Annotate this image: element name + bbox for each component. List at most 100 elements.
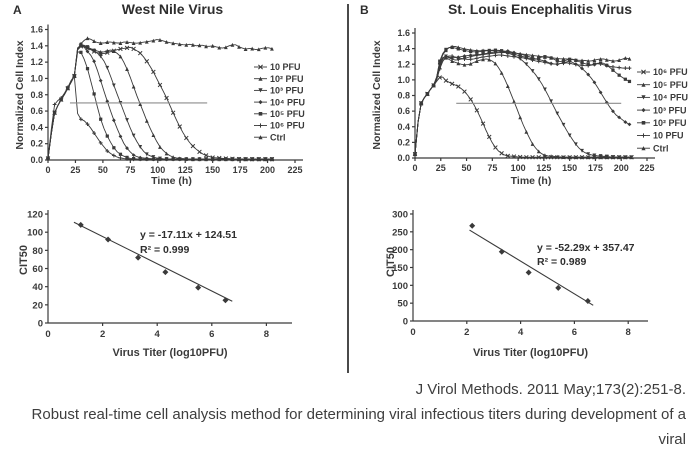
series-10⁶ PFU [412,75,634,160]
svg-text:1.0: 1.0 [30,73,43,83]
legend-item: 10⁶ PFU [637,67,688,77]
svg-text:150: 150 [392,263,408,274]
legend-item: 10⁵ PFU [637,80,688,90]
svg-text:200: 200 [392,245,408,256]
svg-text:175: 175 [233,165,248,175]
svg-text:225: 225 [287,165,302,175]
svg-text:0.0: 0.0 [30,155,43,165]
svg-text:0: 0 [45,165,50,175]
svg-text:120: 120 [27,210,43,221]
svg-text:200: 200 [614,163,629,173]
svg-text:10 PFU: 10 PFU [653,131,684,141]
legend-item: 10³ PFU [637,105,687,115]
scatter-a: CIT50 0 2 4 6 8 0 20 40 60 80 100 120 y = -17.11x +… [0,195,345,375]
svg-text:1.6: 1.6 [397,28,410,38]
svg-text:1.2: 1.2 [30,57,43,67]
legend-item: 10² PFU [254,74,304,84]
svg-text:2: 2 [100,329,105,340]
panel-a: A West Nile Virus Normalized Cell Index … [0,0,345,192]
data-points [469,222,591,305]
svg-text:300: 300 [392,209,408,220]
svg-text:8: 8 [264,329,269,340]
series-10² PFU [413,45,632,156]
svg-text:1.6: 1.6 [30,25,43,35]
citation-journal: J Virol Methods. 2011 May;173(2):251-8. [415,381,686,398]
panel-a-label: A [13,3,22,17]
legend-item: 10 PFU [254,62,301,72]
scatter-a-equation: y = -17.11x + 124.51 [140,229,237,241]
legend-item: 10 PFU [637,131,684,141]
legend-item: Ctrl [637,143,669,153]
series-10⁴ PFU [46,43,274,162]
svg-text:100: 100 [150,165,165,175]
legend-item: 10³ PFU [254,86,304,96]
svg-text:150: 150 [562,163,577,173]
legend-item: 10² PFU [637,118,687,128]
svg-text:25: 25 [436,163,446,173]
panel-b-title: St. Louis Encephalitis Virus [447,1,633,17]
data-points [77,221,229,304]
svg-text:125: 125 [178,165,193,175]
scatter-b-equation: y = -52.29x + 357.47 [537,242,635,254]
svg-text:10³ PFU: 10³ PFU [270,86,304,96]
scatter-b-plot: 0 2 4 6 8 0 50 100 150 200 250 300 [392,209,648,338]
svg-text:1.2: 1.2 [397,59,410,69]
panel-divider [347,4,349,373]
svg-text:200: 200 [260,165,275,175]
svg-text:100: 100 [392,281,408,292]
svg-text:10⁴ PFU: 10⁴ PFU [270,97,305,107]
panel-a-plot: 0 25 50 75 100 125 150 175 200 225 0.0 0.2 0.4 0.6 0.8… [30,24,305,175]
svg-text:40: 40 [32,282,43,293]
series-10⁵ PFU [46,50,274,161]
panel-b-xlabel: Time (h) [510,175,552,187]
series-10³ PFU [46,42,274,162]
svg-text:10² PFU: 10² PFU [270,74,304,84]
svg-text:10⁴ PFU: 10⁴ PFU [653,93,688,103]
svg-text:0: 0 [45,329,50,340]
svg-text:75: 75 [487,163,497,173]
svg-text:0: 0 [38,319,43,330]
svg-text:150: 150 [205,165,220,175]
citation-title-line1: Robust real-time cell analysis method fo… [31,406,686,448]
svg-text:1.4: 1.4 [30,41,43,51]
svg-text:10⁶ PFU: 10⁶ PFU [270,121,305,131]
svg-text:4: 4 [155,329,161,340]
legend-item: 10⁶ PFU [254,121,305,131]
panel-b-label: B [360,3,369,17]
legend-item: 10⁵ PFU [254,109,305,119]
citation-block: J Virol Methods. 2011 May;173(2):251-8. … [0,377,686,456]
svg-text:0.6: 0.6 [30,106,43,116]
svg-text:0.2: 0.2 [397,137,410,147]
svg-text:10⁵ PFU: 10⁵ PFU [270,109,305,119]
svg-text:6: 6 [209,329,214,340]
svg-text:Ctrl: Ctrl [270,132,286,142]
svg-text:2: 2 [464,327,469,338]
legend-item: 10⁴ PFU [637,93,688,103]
scatter-b-r-squared: R² = 0.989 [537,256,587,268]
svg-text:8: 8 [626,327,631,338]
svg-text:10⁵ PFU: 10⁵ PFU [653,80,688,90]
svg-text:0: 0 [412,163,417,173]
series-Ctrl [46,36,274,161]
panel-a-title: West Nile Virus [121,1,224,17]
svg-text:50: 50 [462,163,472,173]
trendline [73,221,233,302]
series-10⁵ PFU [413,55,634,160]
svg-text:0.8: 0.8 [30,90,43,100]
svg-text:0.8: 0.8 [397,91,410,101]
panel-b: B St. Louis Encephalitis Virus Normalize… [350,0,700,192]
panel-b-plot: 0 25 50 75 100 125 150 175 200 225 0.0 0.2 0.4 0.6 0.8… [397,28,688,173]
svg-text:60: 60 [32,264,43,275]
svg-text:10² PFU: 10² PFU [653,118,687,128]
scatter-a-r-squared: R² = 0.999 [140,244,190,256]
citation-title-line2: vaccine production process [0,452,686,456]
svg-text:0.4: 0.4 [397,122,410,132]
svg-text:20: 20 [32,300,43,311]
series-10⁴ PFU [413,50,634,160]
axes [412,28,655,161]
svg-text:225: 225 [639,163,654,173]
svg-text:10 PFU: 10 PFU [270,62,301,72]
